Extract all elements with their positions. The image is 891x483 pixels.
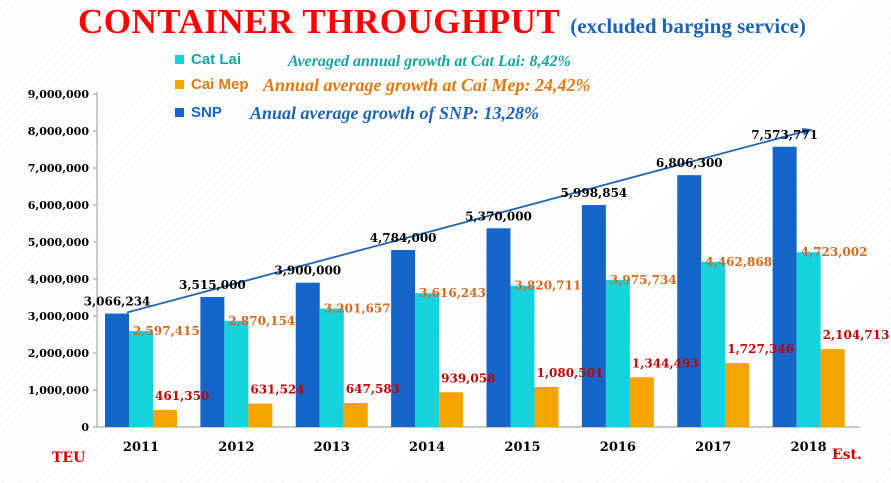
bar-cai-mep [248, 403, 273, 427]
data-label-cat-lai: 3,201,657 [324, 302, 391, 316]
data-label-snp: 5,370,000 [465, 209, 532, 223]
legend-label-cat-lai: Cat Lai [191, 51, 241, 68]
data-label-cai-mep: 1,344,493 [632, 356, 699, 370]
legend-swatch-cai-mep [175, 80, 184, 89]
data-label-cai-mep: 2,104,713 [823, 328, 890, 342]
estimate-label: Est. [832, 447, 862, 463]
legend-swatch-snp [175, 108, 184, 117]
data-label-cat-lai: 3,820,711 [515, 279, 582, 293]
data-label-cai-mep: 939,058 [441, 371, 495, 385]
data-label-snp: 5,998,854 [560, 186, 627, 200]
bar-cai-mep [343, 403, 368, 427]
x-tick-label: 2017 [695, 440, 731, 455]
y-tick-label: 4,000,000 [28, 273, 90, 286]
bar-cai-mep [153, 409, 177, 427]
y-tick-label: 5,000,000 [28, 236, 90, 249]
bar-snp [581, 205, 606, 427]
legend-label-snp: SNP [191, 104, 222, 121]
bar-snp [391, 249, 416, 427]
unit-label: TEU [52, 450, 85, 466]
bar-snp [772, 146, 797, 427]
data-label-cai-mep: 647,583 [346, 382, 400, 396]
bar-cat-lai [701, 261, 726, 427]
data-label-cat-lai: 2,870,154 [228, 314, 295, 328]
bar-cat-lai [319, 308, 344, 427]
data-label-cai-mep: 631,524 [250, 383, 304, 397]
data-label-snp: 6,806,300 [656, 156, 723, 170]
bar-cai-mep [725, 363, 750, 427]
bar-cat-lai [510, 285, 535, 427]
bar-cai-mep [820, 349, 845, 427]
data-label-cai-mep: 1,727,346 [727, 342, 794, 356]
bar-snp [200, 296, 225, 427]
bar-cat-lai [224, 320, 249, 427]
y-tick-label: 6,000,000 [28, 199, 90, 212]
data-label-cat-lai: 3,975,734 [610, 273, 677, 287]
y-tick-label: 0 [81, 421, 89, 434]
data-label-snp: 3,515,000 [179, 278, 246, 292]
bar-snp [677, 175, 702, 427]
bar-cai-mep [534, 387, 559, 427]
x-tick-label: 2011 [123, 440, 159, 455]
legend-swatch-cat-lai [175, 55, 184, 64]
chart-subtitle: (excluded barging service) [570, 14, 806, 38]
x-tick-label: 2015 [504, 440, 540, 455]
y-tick-label: 2,000,000 [28, 347, 90, 360]
y-tick-label: 9,000,000 [28, 88, 90, 101]
y-tick-label: 1,000,000 [28, 384, 90, 397]
x-tick-label: 2013 [314, 440, 350, 455]
y-tick-label: 7,000,000 [28, 162, 90, 175]
data-label-cat-lai: 2,597,415 [133, 324, 200, 338]
legend-label-cai-mep: Cai Mep [191, 76, 249, 93]
x-tick-label: 2014 [409, 440, 445, 455]
bar-cat-lai [129, 330, 153, 427]
data-label-cat-lai: 4,723,002 [801, 245, 868, 259]
bar-cat-lai [605, 279, 630, 427]
bar-cat-lai [415, 293, 440, 427]
bar-cai-mep [629, 377, 654, 427]
data-label-cai-mep: 1,080,501 [537, 366, 604, 380]
bar-cat-lai [796, 252, 821, 427]
data-label-snp: 3,900,000 [274, 264, 341, 278]
bar-cai-mep [439, 392, 464, 427]
data-label-snp: 4,784,000 [370, 231, 437, 245]
bar-snp [486, 228, 511, 427]
data-label-cat-lai: 4,462,868 [705, 255, 772, 269]
data-label-cai-mep: 461,350 [155, 389, 209, 403]
y-tick-label: 3,000,000 [28, 310, 90, 323]
data-label-cat-lai: 3,616,243 [419, 286, 486, 300]
x-tick-label: 2012 [218, 440, 254, 455]
data-label-snp: 3,066,234 [84, 295, 151, 309]
x-tick-label: 2018 [791, 440, 827, 455]
bar-snp [105, 313, 129, 427]
snp-trend-arrow [126, 127, 813, 314]
growth-note: Annual average growth at Cai Mep: 24,42% [262, 75, 591, 95]
bar-snp [295, 282, 320, 427]
growth-note: Averaged annual growth at Cat Lai: 8,42% [287, 53, 571, 70]
data-label-snp: 7,573,771 [751, 128, 818, 142]
x-tick-label: 2016 [600, 440, 636, 455]
chart-title: CONTAINER THROUGHPUT [78, 2, 561, 41]
chart-title-block: CONTAINER THROUGHPUT (excluded barging se… [78, 2, 878, 48]
y-tick-label: 8,000,000 [28, 125, 90, 138]
growth-note: Anual average growth of SNP: 13,28% [249, 103, 539, 123]
